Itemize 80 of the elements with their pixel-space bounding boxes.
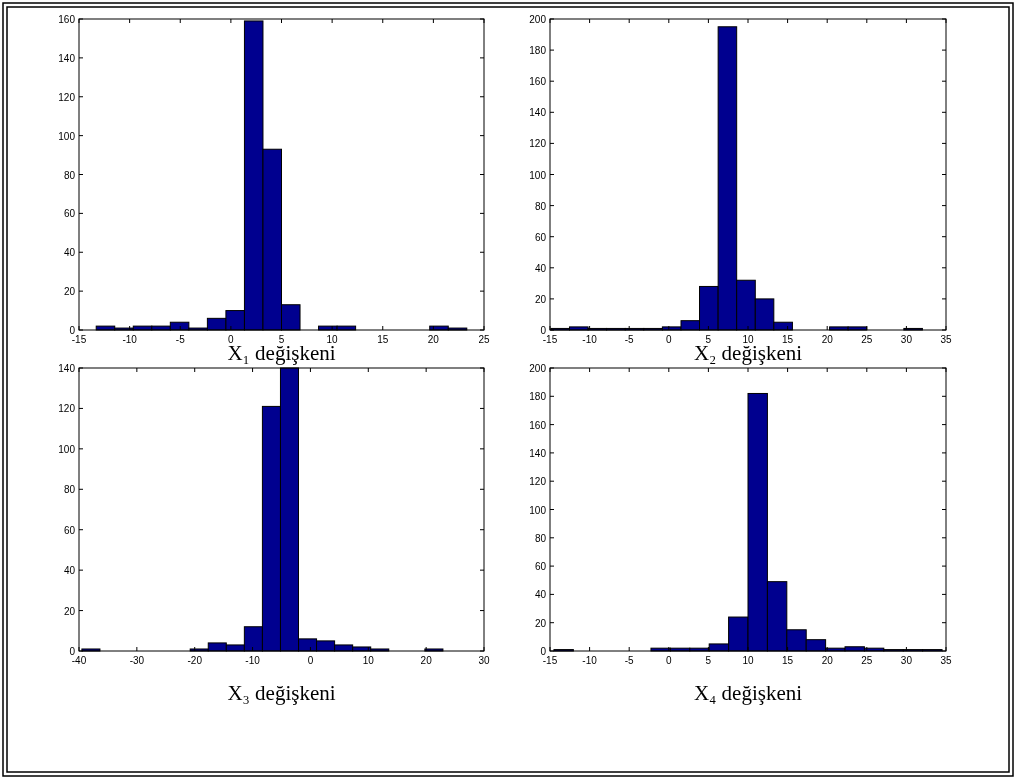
y-tick-label: 80 — [534, 532, 547, 544]
y-tick-label: 160 — [529, 76, 547, 88]
y-tick-label: 180 — [529, 45, 547, 57]
x-tick-label: 25 — [478, 334, 490, 345]
y-tick-label: 80 — [63, 169, 76, 181]
y-tick-label: 180 — [529, 391, 547, 403]
x-tick-label: -20 — [187, 655, 203, 666]
x-tick-label: 15 — [782, 334, 794, 345]
y-tick-label: 100 — [529, 169, 547, 181]
x-tick-label: 35 — [940, 334, 952, 345]
x-tick-label: 10 — [742, 655, 754, 666]
x-tick-label: 5 — [278, 334, 285, 345]
y-tick-label: 160 — [58, 14, 76, 25]
x-tick-label: 30 — [900, 655, 913, 666]
x-tick-label: -15 — [542, 655, 558, 666]
y-tick-label: 120 — [58, 403, 76, 415]
x-axis-title: X₄ değişkeni — [693, 681, 803, 705]
y-tick-label: 0 — [69, 646, 76, 657]
y-tick-label: 40 — [63, 565, 76, 577]
x-tick-label: -30 — [129, 655, 145, 666]
y-tick-label: 140 — [529, 107, 547, 119]
x-tick-label: 35 — [940, 655, 952, 666]
x-tick-label: 15 — [782, 655, 794, 666]
x-tick-label: 15 — [377, 334, 389, 345]
x-tick-label: 0 — [666, 655, 673, 666]
y-tick-label: 120 — [529, 476, 547, 488]
y-tick-label: 0 — [69, 325, 76, 336]
x-axis-title: X₃ değişkeni — [227, 681, 336, 705]
x-tick-label: 0 — [228, 334, 235, 345]
x-tick-label: -15 — [71, 334, 87, 345]
y-tick-label: 40 — [534, 262, 547, 274]
x-tick-label: 20 — [420, 655, 433, 666]
x-tick-label: 0 — [666, 334, 673, 345]
x-tick-label: -10 — [582, 334, 598, 345]
y-tick-label: 20 — [63, 605, 76, 617]
x-tick-label: 20 — [821, 655, 834, 666]
x-tick-label: 20 — [821, 334, 834, 345]
x-tick-label: -15 — [542, 334, 558, 345]
y-tick-label: 160 — [529, 419, 547, 431]
y-tick-label: 120 — [529, 138, 547, 150]
x-tick-label: 25 — [861, 334, 873, 345]
x-tick-label: 5 — [705, 655, 712, 666]
x-tick-label: -5 — [624, 334, 635, 345]
x-tick-label: -40 — [71, 655, 87, 666]
y-tick-label: 200 — [529, 14, 547, 25]
x-tick-label: 20 — [427, 334, 440, 345]
x-tick-label: -10 — [245, 655, 261, 666]
y-tick-label: 140 — [58, 52, 76, 64]
x-tick-label: 30 — [478, 655, 490, 666]
x-tick-label: -10 — [122, 334, 138, 345]
y-tick-label: 200 — [529, 363, 547, 374]
x-tick-label: 5 — [705, 334, 712, 345]
y-tick-label: 40 — [63, 247, 76, 259]
y-tick-label: 20 — [534, 293, 547, 305]
x-tick-label: -10 — [582, 655, 598, 666]
y-tick-label: 20 — [63, 286, 76, 298]
x-tick-label: 10 — [742, 334, 754, 345]
y-tick-label: 40 — [534, 589, 547, 601]
y-tick-label: 100 — [58, 443, 76, 455]
y-tick-label: 60 — [534, 561, 547, 573]
x-tick-label: 10 — [362, 655, 375, 666]
y-tick-label: 0 — [540, 646, 547, 657]
y-tick-label: 60 — [534, 231, 547, 243]
y-tick-label: 0 — [540, 325, 547, 336]
y-tick-label: 120 — [58, 91, 76, 103]
y-tick-label: 100 — [58, 130, 76, 142]
x-tick-label: 0 — [307, 655, 314, 666]
x-tick-label: -5 — [175, 334, 186, 345]
x-tick-label: 25 — [861, 655, 873, 666]
y-tick-label: 140 — [58, 363, 76, 374]
x-tick-label: 10 — [326, 334, 339, 345]
y-tick-label: 60 — [63, 524, 76, 536]
y-tick-label: 100 — [529, 504, 547, 516]
x-tick-label: -5 — [624, 655, 635, 666]
y-tick-label: 20 — [534, 617, 547, 629]
y-tick-label: 140 — [529, 447, 547, 459]
y-tick-label: 80 — [63, 484, 76, 496]
y-tick-label: 80 — [534, 200, 547, 212]
y-tick-label: 60 — [63, 208, 76, 220]
x-tick-label: 30 — [900, 334, 913, 345]
